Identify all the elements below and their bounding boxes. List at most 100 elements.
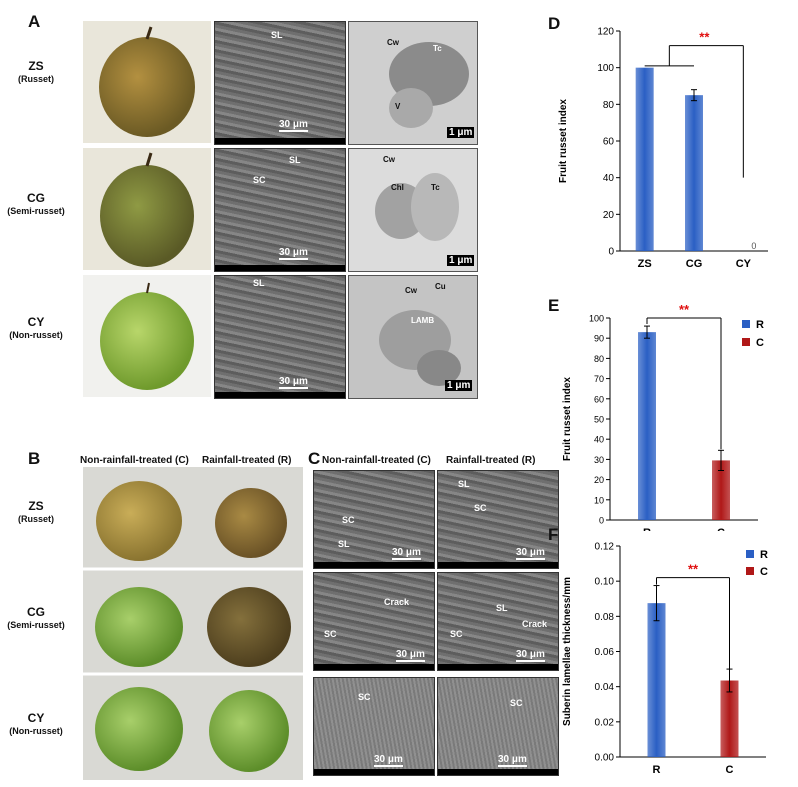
legend-swatch-C xyxy=(746,567,754,575)
sem-info-bar xyxy=(438,769,558,775)
sem-label: SC xyxy=(474,503,487,513)
x-tick-label: ZS xyxy=(638,258,652,270)
y-tick-label: 20 xyxy=(594,475,604,485)
sem-label: SL xyxy=(289,155,301,165)
chart-d-russet-index-by-cultivar: 0 20 40 60 80 100 120 Fruit russet index ZS CG 0 CY… xyxy=(558,27,768,270)
sem-image-cy: SL 30 μm xyxy=(214,275,346,399)
scale-bar: 30 μm xyxy=(279,247,308,260)
y-tick-label: 60 xyxy=(594,394,604,404)
legend-swatch-R xyxy=(746,550,754,558)
y-tick-label: 90 xyxy=(594,334,604,344)
x-tick-label: C xyxy=(717,527,725,531)
scale-bar: 30 μm xyxy=(392,547,421,560)
y-tick-label: 0.06 xyxy=(595,647,615,658)
y-tick-label: 0.04 xyxy=(595,682,615,693)
x-tick-label: CY xyxy=(736,258,752,270)
tem-image-zs: Cw Tc V 1 μm xyxy=(348,21,478,145)
sem-image-cy-rainfall: SC 30 μm xyxy=(437,677,559,776)
tem-label: Cw xyxy=(387,38,399,47)
panel-e-letter: E xyxy=(548,296,560,315)
y-tick-label: 70 xyxy=(594,374,604,384)
significance-marker: ** xyxy=(679,302,690,317)
scale-bar: 1 μm xyxy=(447,127,475,138)
sem-info-bar xyxy=(438,664,558,670)
sem-label: Crack xyxy=(522,619,548,629)
significance-marker: ** xyxy=(699,30,710,45)
x-tick-label: CG xyxy=(686,258,703,270)
sem-image-zs: SL 30 μm xyxy=(214,21,346,145)
sem-info-bar xyxy=(215,138,345,144)
row-sub: (Russet) xyxy=(17,513,54,524)
tem-label: Cw xyxy=(405,286,417,295)
y-tick-label: 0.08 xyxy=(595,612,615,623)
bar-CG xyxy=(685,95,703,252)
y-tick-label: 100 xyxy=(589,314,604,324)
row-name: ZS xyxy=(28,499,44,513)
row-name: CY xyxy=(27,711,45,725)
scale-bar: 1 μm xyxy=(447,255,475,266)
tem-label: Chl xyxy=(391,183,404,192)
panel-c-col-header-r: Rainfall-treated (R) xyxy=(446,455,536,466)
y-tick-label: 10 xyxy=(594,495,604,505)
panel-c-letter: C xyxy=(308,449,321,468)
y-axis-label: Fruit russet index xyxy=(562,377,573,461)
bar-R xyxy=(638,332,656,520)
row-sub: (Semi-russet) xyxy=(7,619,65,630)
panel-f-letter: F xyxy=(548,525,559,544)
scale-bar: 30 μm xyxy=(516,547,545,560)
tem-label: Cu xyxy=(435,282,446,291)
y-tick-label: 80 xyxy=(594,354,604,364)
panel-b-row-label-zs: ZS (Russet) xyxy=(0,499,72,524)
panel-d-letter: D xyxy=(548,14,561,33)
fruit-comparison-image xyxy=(83,481,303,772)
chart-f-suberin-thickness-by-treatment: 0.00 0.02 0.04 0.06 0.08 0.10 0.12 Suberin lame… xyxy=(562,542,768,777)
bar-R xyxy=(647,603,666,757)
y-tick-label: 0.02 xyxy=(595,717,615,728)
legend-label-R: R xyxy=(760,549,768,561)
sem-image-cy-control: SC 30 μm xyxy=(313,677,435,776)
y-tick-label: 0.12 xyxy=(595,542,615,553)
sem-label: SL xyxy=(338,539,350,549)
scale-bar: 30 μm xyxy=(396,649,425,662)
fruit-photo-cg-semi-russet xyxy=(83,148,211,270)
scale-bar: 30 μm xyxy=(498,754,527,767)
row-name: CG xyxy=(27,191,45,205)
panel-b-col-header-c: Non-rainfall-treated (C) xyxy=(80,455,189,466)
sem-label: SL xyxy=(253,278,265,288)
data-label-CY: 0 xyxy=(751,241,756,251)
y-tick-label: 100 xyxy=(597,63,614,74)
y-tick-label: 0 xyxy=(599,516,604,526)
y-tick-label: 20 xyxy=(603,210,615,221)
tem-texture xyxy=(389,42,469,128)
fruit-photo-cy-non-russet xyxy=(83,275,211,397)
panel-a-row-label-zs: ZS (Russet) xyxy=(0,59,72,84)
y-axis-label: Suberin lamellae thickness/mm xyxy=(562,577,573,726)
scale-bar: 30 μm xyxy=(279,119,308,132)
tem-texture xyxy=(379,310,461,386)
sem-label: SL xyxy=(496,603,508,613)
sem-info-bar xyxy=(314,562,434,568)
legend-label-C: C xyxy=(756,337,764,349)
bar-ZS xyxy=(635,67,654,251)
y-tick-label: 40 xyxy=(603,173,615,184)
panel-a-row-label-cy: CY (Non-russet) xyxy=(0,315,72,340)
row-name: ZS xyxy=(28,59,44,73)
sem-info-bar xyxy=(438,562,558,568)
panel-b-col-header-r: Rainfall-treated (R) xyxy=(202,455,292,466)
sem-image-cg-control: Crack SC 30 μm xyxy=(313,572,435,671)
fruit-russet-image xyxy=(99,26,195,137)
bar-C xyxy=(712,460,730,520)
panel-a-letter: A xyxy=(28,12,41,31)
scale-bar: 30 μm xyxy=(516,649,545,662)
scale-bar: 30 μm xyxy=(374,754,403,767)
row-sub: (Russet) xyxy=(17,73,54,84)
sem-label: Crack xyxy=(384,597,410,607)
chart-e-russet-index-by-treatment: 0 10 20 30 40 50 60 70 80 90 100 Fruit russet index… xyxy=(562,302,764,531)
sem-info-bar xyxy=(215,265,345,271)
fruit-non-russet-image xyxy=(100,282,194,390)
sem-info-bar xyxy=(314,664,434,670)
panel-c-col-header-c: Non-rainfall-treated (C) xyxy=(322,455,431,466)
panel-a-row-label-cg: CG (Semi-russet) xyxy=(0,191,72,216)
scale-bar: 1 μm xyxy=(445,380,473,391)
bar-C xyxy=(720,680,739,757)
